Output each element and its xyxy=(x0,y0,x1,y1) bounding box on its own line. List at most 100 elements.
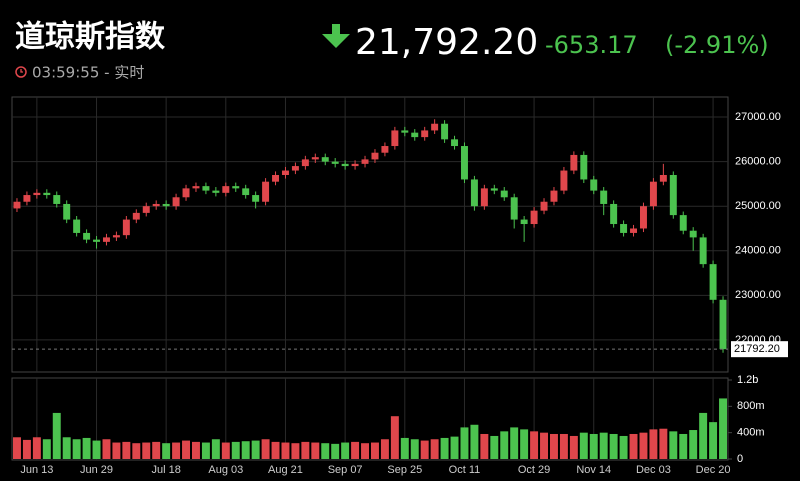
x-tick-label: Dec 03 xyxy=(636,464,671,476)
candle-body xyxy=(122,219,130,236)
volume-bar xyxy=(22,439,31,459)
volume-bar xyxy=(191,441,200,459)
volume-bar xyxy=(589,433,598,459)
candle-body xyxy=(411,132,419,138)
candle-body xyxy=(679,215,687,231)
candle-body xyxy=(590,179,598,191)
y-tick-label: 26000.00 xyxy=(735,156,781,168)
candle-body xyxy=(83,232,91,240)
volume-bar xyxy=(281,442,290,459)
candle-body xyxy=(460,146,468,180)
x-tick-label: Aug 21 xyxy=(268,464,303,476)
candle-body xyxy=(222,186,230,193)
candle-body xyxy=(301,159,309,167)
x-tick-label: Sep 07 xyxy=(328,464,363,476)
clock-icon xyxy=(15,66,27,78)
candle-body xyxy=(321,157,329,162)
volume-bar xyxy=(510,427,519,459)
volume-bar xyxy=(430,439,439,459)
volume-bar xyxy=(679,433,688,459)
volume-bar xyxy=(659,428,668,459)
volume-bar xyxy=(321,443,330,459)
x-tick-label: Jun 13 xyxy=(20,464,53,476)
volume-bar xyxy=(390,416,399,459)
candle-body xyxy=(391,130,399,147)
volume-bar xyxy=(92,440,101,459)
candle-body xyxy=(500,190,508,198)
x-tick-label: Oct 11 xyxy=(449,464,481,476)
candle-body xyxy=(281,170,289,175)
volume-bar xyxy=(341,442,350,459)
candle-body xyxy=(351,163,359,167)
candle-body xyxy=(470,179,478,207)
candle-body xyxy=(510,197,518,220)
candle-body xyxy=(272,174,280,182)
volume-bar xyxy=(480,433,489,459)
candle-body xyxy=(152,203,160,207)
volume-bar xyxy=(172,442,181,459)
candle-body xyxy=(262,181,270,202)
volume-bar xyxy=(211,439,220,459)
candle-body xyxy=(73,219,81,233)
volume-bar xyxy=(579,432,588,459)
volume-bar xyxy=(122,441,131,459)
volume-bar xyxy=(540,432,549,459)
y-tick-label: 27000.00 xyxy=(735,111,781,123)
volume-bar xyxy=(559,433,568,459)
candle-body xyxy=(341,163,349,167)
volume-bar xyxy=(42,439,51,459)
volume-bar xyxy=(152,441,161,459)
y-tick-label: 1.2b xyxy=(737,374,758,386)
candle-body xyxy=(550,190,558,202)
candle-body xyxy=(381,146,389,153)
volume-bar xyxy=(182,440,191,459)
candle-body xyxy=(331,161,339,164)
candle-body xyxy=(649,181,657,207)
candle-body xyxy=(361,159,369,164)
volume-bar xyxy=(311,442,320,459)
volume-bar xyxy=(699,412,708,459)
candle-body xyxy=(451,139,459,147)
volume-bar xyxy=(291,443,300,459)
candle-body xyxy=(63,203,71,220)
volume-bar xyxy=(609,433,618,459)
candle-body xyxy=(630,228,638,233)
candle-body xyxy=(142,206,150,213)
volume-bar xyxy=(331,443,340,459)
candle-body xyxy=(242,188,250,196)
x-tick-label: Jun 29 xyxy=(80,464,113,476)
y-tick-label: 800m xyxy=(737,400,765,412)
x-tick-label: Nov 14 xyxy=(576,464,611,476)
volume-bar xyxy=(12,437,21,459)
down-arrow xyxy=(322,24,350,48)
candle-body xyxy=(132,212,140,220)
candle-body xyxy=(172,197,180,207)
volume-bar xyxy=(530,431,539,459)
update-time: 03:59:55 - 实时 xyxy=(32,64,144,82)
candle-body xyxy=(53,195,61,204)
price: 21,792.20 xyxy=(355,22,538,63)
candle-body xyxy=(43,192,51,196)
volume-bar xyxy=(649,429,658,459)
candle-body xyxy=(699,237,707,265)
volume-bar xyxy=(271,441,280,459)
volume-bar xyxy=(370,442,379,459)
candle-body xyxy=(202,186,210,191)
candle-body xyxy=(33,192,41,196)
candle-body xyxy=(639,206,647,229)
volume-bar xyxy=(112,442,121,459)
volume-bar xyxy=(639,432,648,459)
volume-bar xyxy=(719,398,728,459)
candle-body xyxy=(669,174,677,216)
volume-bar xyxy=(629,433,638,459)
candle-body xyxy=(112,235,120,238)
volume-bar xyxy=(490,435,499,459)
volume-bar xyxy=(241,441,250,459)
candle-body xyxy=(540,201,548,211)
change-percent: (-2.91%) xyxy=(665,31,769,59)
x-tick-label: Jul 18 xyxy=(151,464,180,476)
volume-bar xyxy=(351,441,360,459)
volume-bar xyxy=(460,427,469,459)
volume-bar xyxy=(420,440,429,459)
